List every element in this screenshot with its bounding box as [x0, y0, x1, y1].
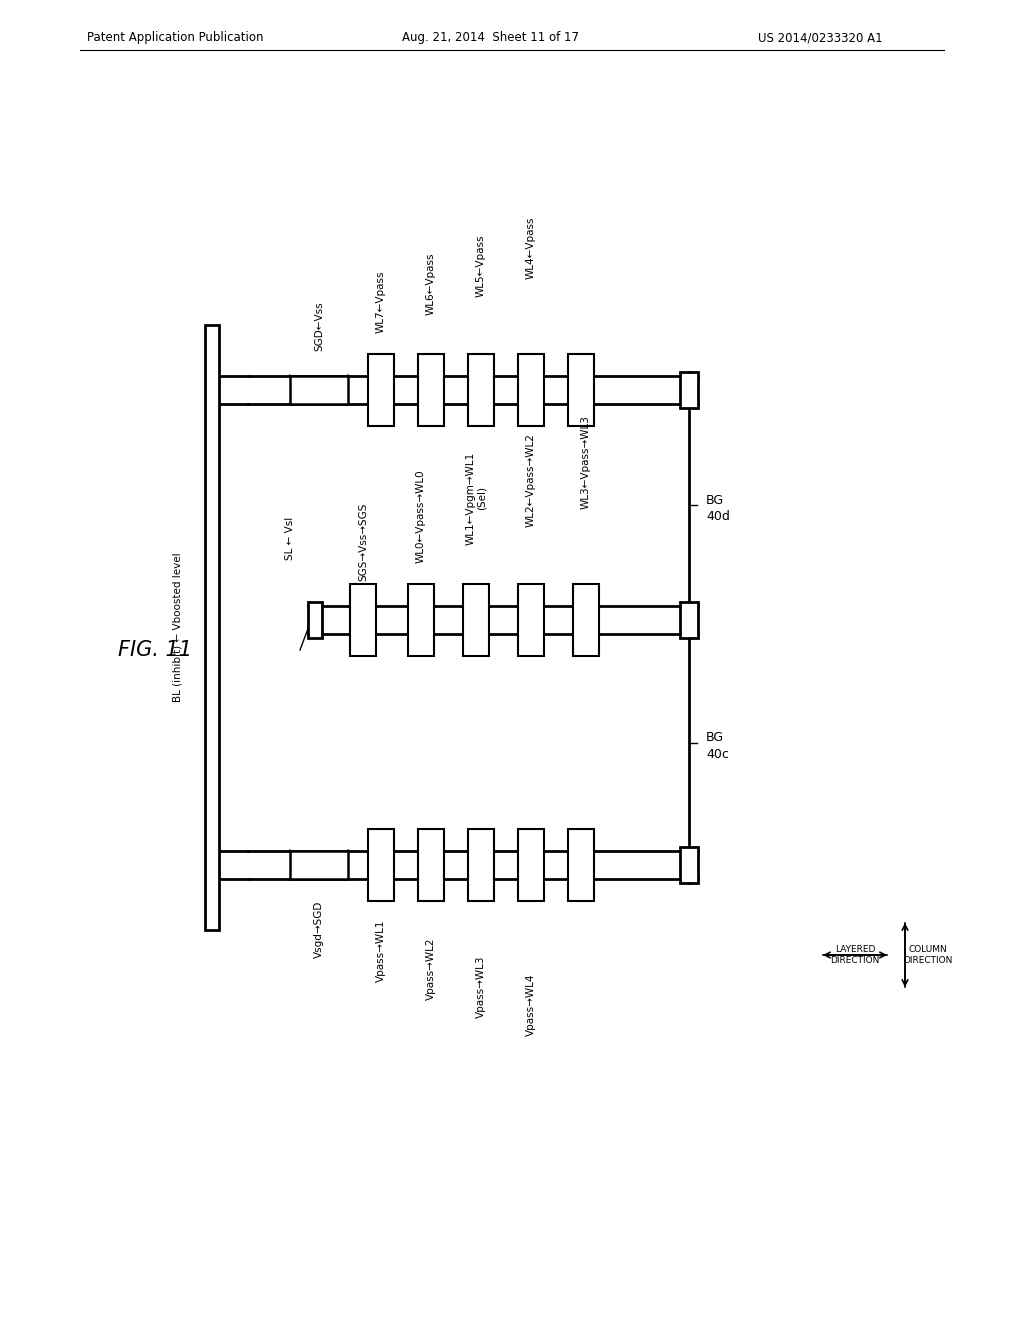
Bar — [350, 583, 376, 656]
Text: FIG. 11: FIG. 11 — [118, 640, 193, 660]
Text: COLUMN
DIRECTION: COLUMN DIRECTION — [903, 945, 952, 965]
Text: SGS→Vss→SGS: SGS→Vss→SGS — [358, 503, 368, 581]
Bar — [568, 829, 594, 902]
Bar — [205, 325, 219, 931]
Bar — [408, 583, 434, 656]
Bar — [290, 376, 348, 404]
Bar — [573, 583, 599, 656]
Bar — [518, 354, 544, 426]
Text: SL ← Vsl: SL ← Vsl — [285, 516, 295, 560]
Text: BG: BG — [706, 494, 724, 507]
Text: 40d: 40d — [706, 511, 730, 524]
Text: Vpass→WL1: Vpass→WL1 — [376, 919, 386, 982]
Text: LAYERED
DIRECTION: LAYERED DIRECTION — [830, 945, 880, 965]
Bar — [680, 372, 698, 408]
Text: Patent Application Publication: Patent Application Publication — [87, 32, 263, 45]
Text: 40c: 40c — [706, 748, 729, 762]
Text: BL (inhibit) ← Vboosted level: BL (inhibit) ← Vboosted level — [172, 553, 182, 702]
Text: Vpass→WL2: Vpass→WL2 — [426, 937, 436, 999]
Bar — [290, 851, 348, 879]
Text: WL1←Vpgm→WL1
(Sel): WL1←Vpgm→WL1 (Sel) — [465, 451, 486, 545]
Text: WL4←Vpass: WL4←Vpass — [526, 216, 536, 279]
Text: US 2014/0233320 A1: US 2014/0233320 A1 — [758, 32, 883, 45]
Text: WL3←Vpass→WL3: WL3←Vpass→WL3 — [581, 414, 591, 510]
Bar — [468, 354, 494, 426]
Text: SGD←Vss: SGD←Vss — [314, 301, 324, 351]
Text: WL0←Vpass→WL0: WL0←Vpass→WL0 — [416, 470, 426, 564]
Text: Vpass→WL3: Vpass→WL3 — [476, 954, 486, 1018]
Text: WL6←Vpass: WL6←Vpass — [426, 252, 436, 315]
Text: BG: BG — [706, 731, 724, 744]
Bar — [468, 829, 494, 902]
Text: WL2←Vpass→WL2: WL2←Vpass→WL2 — [526, 433, 536, 527]
Text: Aug. 21, 2014  Sheet 11 of 17: Aug. 21, 2014 Sheet 11 of 17 — [401, 32, 579, 45]
Text: Vsgd→SGD: Vsgd→SGD — [314, 902, 324, 958]
Text: WL5←Vpass: WL5←Vpass — [476, 235, 486, 297]
Bar — [518, 829, 544, 902]
Bar — [368, 354, 394, 426]
Bar — [680, 847, 698, 883]
Bar — [308, 602, 322, 638]
Bar — [418, 829, 444, 902]
Bar — [568, 354, 594, 426]
Bar — [418, 354, 444, 426]
Text: Vpass→WL4: Vpass→WL4 — [526, 973, 536, 1035]
Bar — [463, 583, 489, 656]
Bar — [680, 602, 698, 638]
Bar — [518, 583, 544, 656]
Text: WL7←Vpass: WL7←Vpass — [376, 271, 386, 333]
Bar — [368, 829, 394, 902]
